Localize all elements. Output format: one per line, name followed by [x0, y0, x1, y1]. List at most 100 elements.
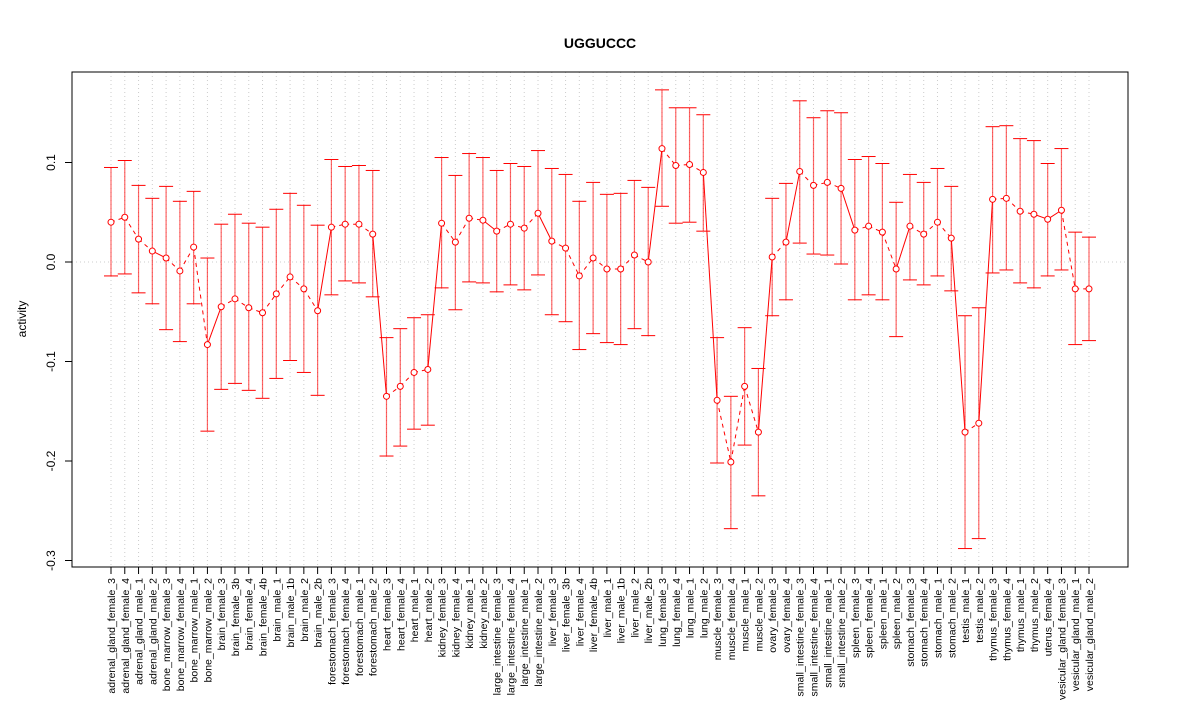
x-tick-label: thymus_male_2	[1029, 578, 1041, 652]
data-point	[796, 167, 804, 175]
y-axis-label: activity	[15, 301, 29, 338]
data-point	[727, 458, 735, 466]
data-point	[396, 382, 404, 390]
data-point	[644, 258, 652, 266]
data-point	[314, 307, 322, 315]
data-point	[851, 226, 859, 234]
x-tick-label: forestomach_female_3	[326, 578, 338, 685]
x-tick-label: large_intestine_male_2	[533, 578, 545, 687]
x-tick-label: stomach_female_3	[905, 578, 917, 667]
data-point	[562, 244, 570, 252]
x-tick-label: small_intestine_male_2	[836, 578, 848, 688]
x-tick-label: brain_female_4b	[258, 578, 270, 656]
y-tick-label: 0.0	[44, 253, 58, 270]
data-point	[713, 396, 721, 404]
x-tick-label: muscle_male_2	[753, 578, 765, 652]
x-tick-label: spleen_female_4	[864, 578, 876, 658]
data-point	[810, 181, 818, 189]
x-tick-label: liver_male_1b	[616, 578, 628, 644]
x-tick-label: heart_female_4	[395, 578, 407, 651]
x-tick-label: brain_male_2	[299, 578, 311, 642]
data-point	[686, 160, 694, 168]
data-point	[162, 254, 170, 262]
series-segment	[193, 247, 208, 345]
x-tick-label: liver_male_1	[602, 578, 614, 638]
x-tick-label: large_intestine_female_4	[505, 578, 517, 695]
x-tick-label: small_intestine_female_3	[795, 578, 807, 697]
data-point	[493, 227, 501, 235]
x-tick-label: ovary_female_4	[781, 578, 793, 653]
x-axis: adrenal_gland_female_3 adrenal_gland_fema…	[106, 566, 1096, 700]
data-point	[1044, 215, 1052, 223]
x-tick-label: thymus_female_3	[988, 578, 1000, 661]
x-tick-label: vesicular_gland_male_1	[1070, 578, 1082, 691]
series-segment	[206, 306, 222, 345]
series-segment	[578, 257, 594, 277]
series-segment	[950, 238, 966, 433]
x-tick-label: muscle_male_1	[740, 578, 752, 652]
series-segment	[537, 213, 553, 242]
x-tick-label: adrenal_gland_male_2	[147, 578, 159, 685]
x-tick-label: brain_male_2b	[313, 578, 325, 648]
data-point	[782, 238, 790, 246]
data-point	[286, 273, 294, 281]
series-segment	[881, 231, 897, 270]
data-point	[589, 254, 597, 262]
y-tick-label: -0.2	[44, 450, 58, 471]
series-segment	[730, 386, 746, 463]
x-tick-label: liver_female_3	[547, 578, 559, 646]
series-segment	[372, 234, 387, 397]
x-tick-label: testis_male_1	[960, 578, 972, 643]
x-tick-label: ovary_female_3	[767, 578, 779, 653]
data-point	[341, 220, 349, 228]
x-tick-label: kidney_female_4	[450, 578, 462, 658]
x-tick-label: heart_male_2	[423, 578, 435, 642]
data-point	[1057, 206, 1065, 214]
series-segment	[262, 293, 277, 314]
series-segment	[427, 223, 443, 370]
x-tick-label: muscle_female_4	[726, 578, 738, 660]
data-point	[548, 237, 556, 245]
x-tick-label: spleen_female_3	[850, 578, 862, 658]
x-tick-label: lung_female_3	[657, 578, 669, 647]
x-tick-label: spleen_male_2	[891, 578, 903, 649]
x-tick-label: liver_male_2	[629, 578, 641, 638]
data-point	[754, 428, 762, 436]
data-point	[906, 222, 914, 230]
series-segment	[565, 247, 580, 277]
x-tick-label: liver_female_4	[574, 578, 586, 646]
grid	[72, 72, 1128, 567]
data-point	[768, 253, 776, 261]
data-point	[933, 218, 941, 226]
x-tick-label: stomach_male_2	[946, 578, 958, 658]
series-segment	[303, 288, 319, 312]
data-point	[327, 223, 335, 231]
x-tick-label: liver_female_4b	[588, 578, 600, 652]
series-segment	[757, 256, 773, 433]
data-point	[617, 265, 625, 273]
x-tick-label: adrenal_gland_female_4	[120, 578, 132, 694]
data-point	[1030, 210, 1038, 218]
data-point	[135, 235, 143, 243]
data-point	[382, 392, 390, 400]
y-tick-label: 0.1	[44, 154, 58, 171]
x-tick-label: brain_female_3	[216, 578, 228, 651]
x-tick-label: bone_marrow_female_3	[161, 578, 173, 691]
data-point	[878, 228, 886, 236]
x-tick-label: thymus_male_1	[1015, 578, 1027, 652]
x-tick-label: bone_marrow_female_4	[175, 578, 187, 691]
x-tick-label: brain_female_4	[244, 578, 256, 651]
x-tick-label: adrenal_gland_female_3	[106, 578, 118, 694]
x-tick-label: stomach_male_1	[932, 578, 944, 658]
data-point	[451, 238, 459, 246]
data-point	[148, 247, 156, 255]
x-tick-label: liver_male_2b	[643, 578, 655, 644]
x-tick-label: heart_female_3	[381, 578, 393, 651]
data-point	[1002, 194, 1010, 202]
data-point	[892, 265, 900, 273]
series-segment	[454, 217, 470, 243]
x-tick-label: liver_female_3b	[561, 578, 573, 652]
x-tick-label: uterus_female_4	[1043, 578, 1055, 656]
data-point	[741, 382, 749, 390]
x-tick-label: lung_male_2	[698, 578, 710, 638]
